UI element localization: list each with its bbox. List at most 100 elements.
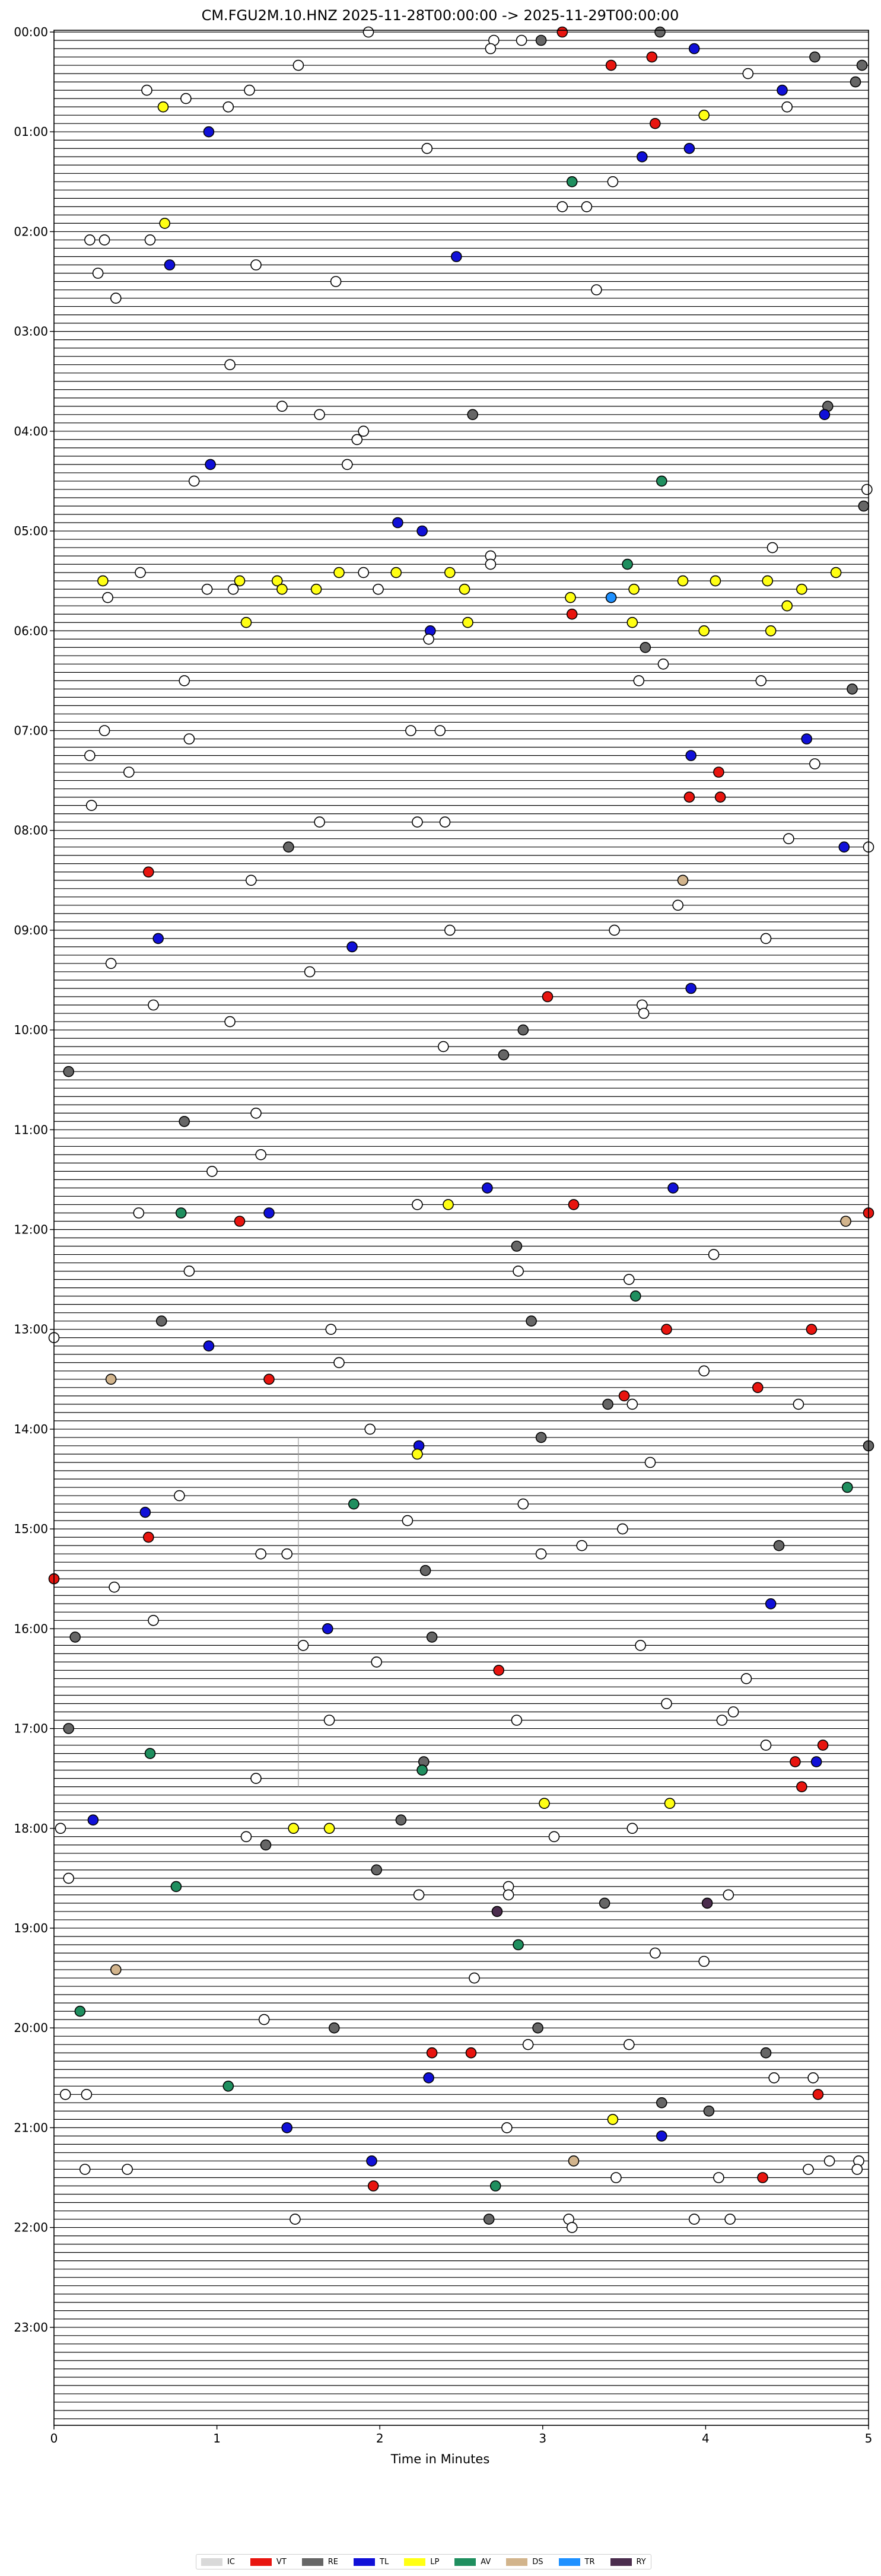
event-marker: [858, 500, 870, 512]
event-marker: [351, 434, 363, 446]
event-marker: [139, 1506, 151, 1518]
event-marker: [840, 1216, 851, 1227]
legend-swatch: [301, 2558, 323, 2566]
event-marker: [762, 575, 773, 587]
event-marker: [790, 1756, 801, 1767]
event-marker: [630, 1290, 641, 1302]
legend-item-tl: TL: [354, 2558, 389, 2567]
event-marker: [556, 201, 568, 212]
legend-item-ry: RY: [610, 2558, 646, 2567]
event-marker: [672, 899, 683, 911]
trace-lines: [54, 31, 869, 2419]
event-marker: [423, 2072, 434, 2084]
event-marker: [760, 1739, 772, 1751]
event-marker: [566, 608, 578, 620]
event-marker: [817, 1739, 829, 1751]
event-marker: [297, 1640, 309, 1651]
y-tick-label: 02:00: [14, 224, 48, 238]
y-tick-label: 07:00: [14, 723, 48, 737]
event-marker: [59, 2089, 71, 2100]
event-marker: [250, 259, 262, 271]
event-marker: [501, 2122, 513, 2133]
event-marker: [205, 459, 216, 470]
event-marker: [847, 683, 858, 695]
event-marker: [502, 1889, 514, 1901]
event-marker: [568, 1199, 580, 1210]
event-marker: [170, 1881, 182, 1893]
event-marker: [701, 1897, 713, 1909]
event-marker: [362, 26, 374, 38]
event-marker: [485, 43, 497, 55]
event-marker: [713, 767, 724, 778]
event-marker: [152, 933, 164, 944]
plot-frame: [53, 30, 869, 2426]
event-marker: [444, 567, 456, 578]
event-marker: [450, 251, 462, 262]
x-axis-ticks: 0 1 2 3 4 5: [50, 2425, 872, 2445]
event-marker: [84, 750, 96, 761]
event-marker: [683, 142, 695, 154]
event-marker: [773, 1540, 785, 1551]
event-marker: [390, 567, 402, 578]
y-tick-label: 06:00: [14, 624, 48, 638]
event-marker: [576, 1540, 588, 1551]
y-tick-label: 09:00: [14, 923, 48, 937]
event-marker: [222, 2081, 234, 2092]
event-marker: [87, 1814, 99, 1826]
event-marker: [109, 1581, 120, 1593]
event-marker: [263, 1373, 275, 1385]
event-marker: [710, 575, 721, 587]
legend: IC VT RE TL LP AV DS TR RY: [196, 2554, 651, 2569]
event-marker: [206, 1166, 218, 1177]
event-marker: [358, 567, 370, 578]
event-marker: [135, 567, 146, 578]
event-marker: [234, 1216, 246, 1227]
event-marker: [373, 583, 384, 595]
event-marker: [467, 409, 479, 421]
event-marker: [517, 1498, 529, 1510]
x-axis-label: Time in Minutes: [390, 2452, 490, 2466]
event-marker: [459, 583, 470, 595]
y-tick-label: 01:00: [14, 125, 48, 139]
y-tick-label: 19:00: [14, 1921, 48, 1935]
event-marker: [426, 2047, 438, 2059]
event-marker: [283, 841, 294, 853]
event-marker: [511, 1241, 523, 1252]
event-marker: [714, 791, 726, 803]
event-marker: [263, 1207, 275, 1219]
event-marker: [581, 201, 593, 212]
legend-label: AV: [481, 2557, 491, 2567]
event-marker: [650, 117, 661, 129]
event-marker: [281, 2122, 293, 2133]
event-marker: [605, 591, 617, 603]
legend-label: TL: [380, 2557, 389, 2567]
y-tick-label: 17:00: [14, 1722, 48, 1736]
plot-border: [53, 30, 869, 2426]
event-marker: [542, 991, 554, 1003]
event-marker: [85, 800, 97, 811]
event-marker: [143, 866, 154, 878]
event-marker: [793, 1398, 804, 1410]
event-marker: [258, 2014, 270, 2025]
legend-swatch: [610, 2558, 632, 2566]
event-marker: [325, 1324, 337, 1335]
event-marker: [416, 525, 428, 537]
event-marker: [322, 1623, 333, 1634]
event-marker: [444, 924, 456, 936]
event-marker: [618, 1390, 630, 1402]
x-tick-label: 3: [539, 2431, 546, 2445]
x-tick-label: 2: [376, 2431, 384, 2445]
event-marker: [395, 1814, 407, 1826]
event-marker: [348, 1498, 360, 1510]
event-marker: [148, 1615, 159, 1626]
event-marker: [328, 2022, 340, 2034]
legend-item-ds: DS: [506, 2558, 543, 2567]
event-marker: [179, 675, 190, 686]
event-marker: [260, 1839, 272, 1851]
event-marker: [556, 26, 568, 38]
event-marker: [180, 93, 192, 104]
event-marker: [667, 1182, 679, 1194]
event-marker: [55, 1823, 66, 1834]
legend-swatch: [404, 2558, 426, 2566]
event-marker: [740, 1673, 752, 1684]
